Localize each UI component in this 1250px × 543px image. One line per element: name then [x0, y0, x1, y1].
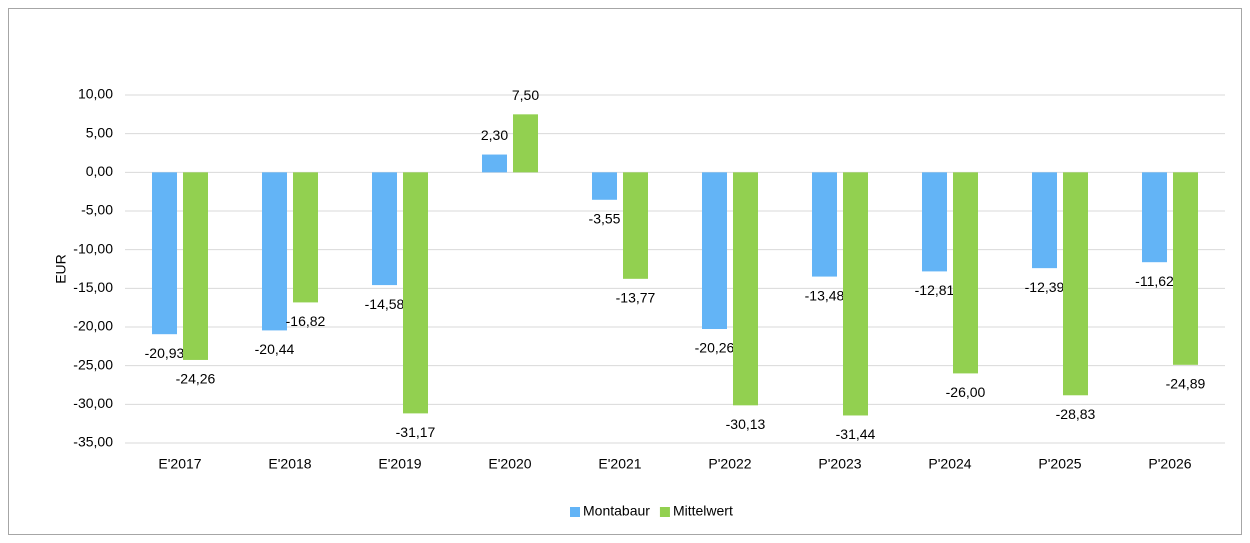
data-label: -30,13 — [726, 416, 766, 432]
y-tick-label: 5,00 — [86, 124, 113, 140]
bar — [482, 154, 507, 173]
data-label: -20,26 — [695, 340, 735, 356]
data-label: -24,89 — [1166, 376, 1206, 392]
bar — [922, 172, 947, 272]
x-tick-label: P'2023 — [818, 456, 861, 472]
y-tick-label: -15,00 — [73, 279, 113, 295]
bar — [372, 172, 397, 286]
y-tick-label: -35,00 — [73, 434, 113, 450]
y-tick-label: -20,00 — [73, 318, 113, 334]
bar — [623, 172, 648, 279]
data-label: -14,58 — [365, 296, 405, 312]
bar — [1173, 172, 1198, 365]
y-tick-label: -10,00 — [73, 240, 113, 256]
bar — [293, 172, 318, 303]
data-label: -13,77 — [616, 290, 656, 306]
x-tick-label: P'2026 — [1148, 456, 1191, 472]
x-tick-label: E'2019 — [378, 456, 421, 472]
bar — [403, 172, 428, 414]
y-tick-label: -5,00 — [81, 202, 113, 218]
data-label: -3,55 — [589, 210, 621, 226]
legend-label: Montabaur — [583, 503, 650, 519]
bar — [702, 172, 727, 330]
y-axis-title: EUR — [53, 254, 69, 284]
data-label: -24,26 — [176, 371, 216, 387]
y-tick-label: 0,00 — [86, 163, 113, 179]
data-label: -20,44 — [255, 341, 295, 357]
data-label: 2,30 — [481, 127, 508, 143]
bar — [152, 172, 177, 335]
data-label: -31,44 — [836, 426, 876, 442]
bar — [843, 172, 868, 416]
x-tick-label: E'2017 — [158, 456, 201, 472]
data-label: -11,62 — [1135, 273, 1174, 289]
bar — [592, 172, 617, 200]
legend-swatch — [659, 507, 670, 517]
x-tick-label: E'2021 — [598, 456, 641, 472]
bar — [262, 172, 287, 331]
bar — [1142, 172, 1167, 263]
x-tick-label: E'2020 — [488, 456, 531, 472]
data-label: -12,81 — [915, 282, 955, 298]
x-tick-label: E'2018 — [268, 456, 311, 472]
legend-swatch — [570, 507, 580, 517]
data-label: -13,48 — [805, 287, 845, 303]
y-tick-label: -25,00 — [73, 356, 113, 372]
x-tick-label: P'2022 — [708, 456, 751, 472]
data-label: -31,17 — [396, 424, 436, 440]
bar — [1032, 172, 1057, 269]
data-label: -20,93 — [145, 345, 185, 361]
bar — [953, 172, 978, 374]
data-label: -28,83 — [1056, 406, 1096, 422]
data-label: -12,39 — [1025, 279, 1065, 295]
data-label: 7,50 — [512, 87, 539, 103]
bar — [733, 172, 758, 406]
bar — [183, 172, 208, 360]
y-tick-label: -30,00 — [73, 395, 113, 411]
bar — [1063, 172, 1088, 396]
data-label: -26,00 — [946, 384, 986, 400]
data-label: -16,82 — [286, 313, 326, 329]
x-tick-label: P'2025 — [1038, 456, 1081, 472]
y-tick-label: 10,00 — [78, 86, 113, 102]
bar — [812, 172, 837, 277]
legend-label: Mittelwert — [673, 503, 733, 519]
bar — [513, 114, 538, 173]
x-tick-label: P'2024 — [928, 456, 971, 472]
